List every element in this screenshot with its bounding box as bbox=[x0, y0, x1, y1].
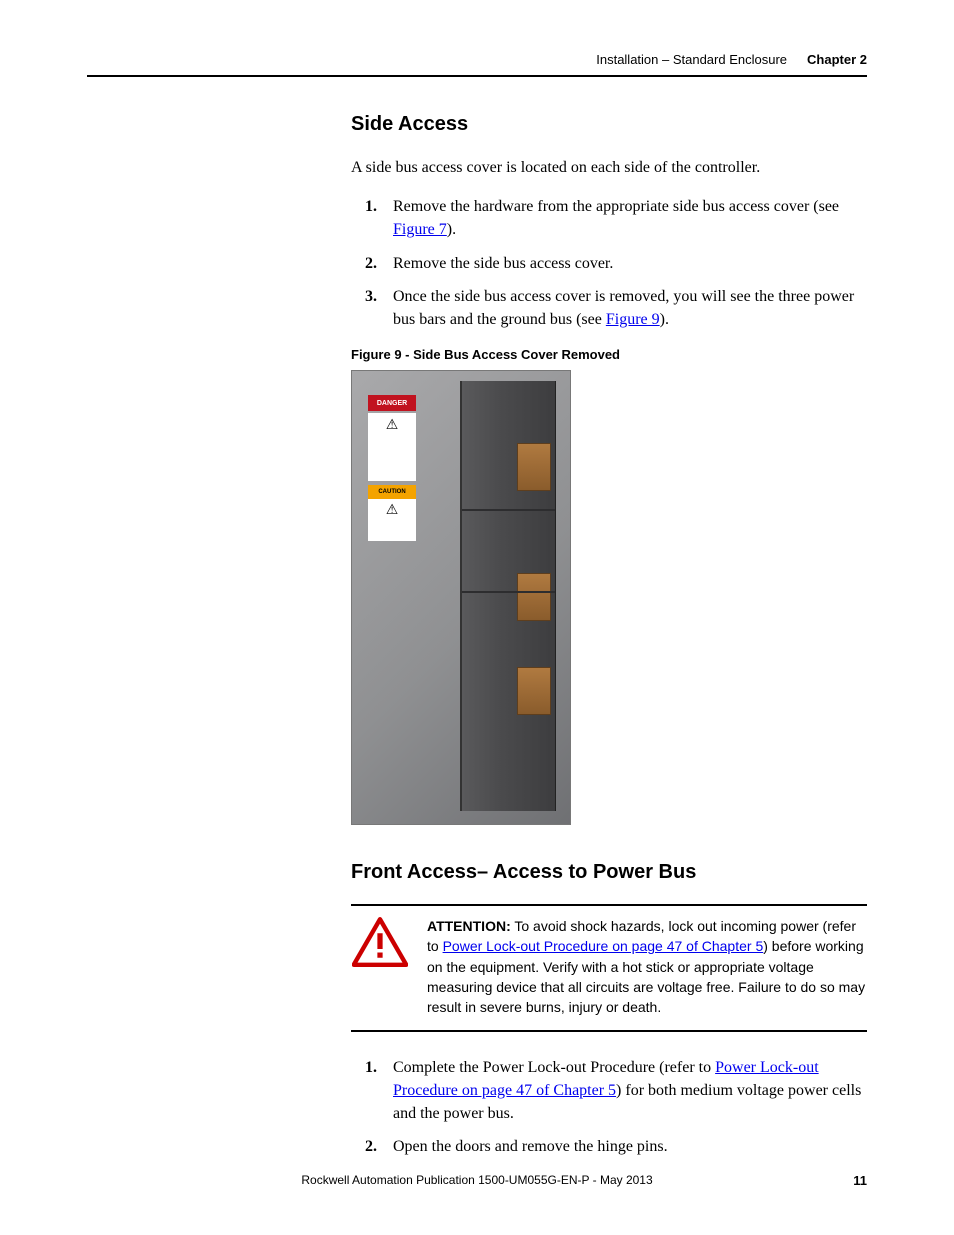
page-number: 11 bbox=[853, 1173, 867, 1188]
header-chapter: Chapter 2 bbox=[807, 52, 867, 67]
power-lockout-link[interactable]: Power Lock-out Procedure on page 47 of C… bbox=[443, 938, 764, 954]
warning-text-placeholder bbox=[368, 437, 416, 481]
figure-9-link[interactable]: Figure 9 bbox=[606, 311, 660, 328]
caution-label: CAUTION bbox=[368, 485, 416, 499]
bus-recess bbox=[460, 381, 556, 811]
page-header: Installation – Standard Enclosure Chapte… bbox=[87, 52, 867, 75]
power-bus-bar bbox=[517, 443, 551, 491]
attention-triangle-icon bbox=[351, 916, 409, 968]
danger-label: DANGER bbox=[368, 395, 416, 411]
warning-triangle-icon: ⚠ bbox=[368, 413, 416, 437]
figure-9-caption: Figure 9 - Side Bus Access Cover Removed bbox=[351, 347, 867, 362]
side-access-heading: Side Access bbox=[351, 113, 867, 136]
front-access-heading: Front Access– Access to Power Bus bbox=[351, 861, 867, 884]
page-footer: Rockwell Automation Publication 1500-UM0… bbox=[87, 1173, 867, 1187]
header-rule bbox=[87, 75, 867, 77]
front-access-steps: Complete the Power Lock-out Procedure (r… bbox=[351, 1056, 867, 1159]
list-item: Complete the Power Lock-out Procedure (r… bbox=[351, 1056, 867, 1126]
attention-label: ATTENTION: bbox=[427, 918, 511, 934]
step-text: Open the doors and remove the hinge pins… bbox=[393, 1138, 668, 1155]
step-text: Complete the Power Lock-out Procedure (r… bbox=[393, 1059, 715, 1076]
attention-text: ATTENTION: To avoid shock hazards, lock … bbox=[427, 916, 867, 1017]
list-item: Open the doors and remove the hinge pins… bbox=[351, 1135, 867, 1158]
list-item: Remove the side bus access cover. bbox=[351, 252, 867, 275]
step-text: ). bbox=[660, 311, 669, 328]
figure-7-link[interactable]: Figure 7 bbox=[393, 221, 447, 238]
header-section: Installation – Standard Enclosure bbox=[596, 52, 787, 67]
figure-9-image: DANGER ⚠ CAUTION ⚠ bbox=[351, 370, 571, 825]
side-access-intro: A side bus access cover is located on ea… bbox=[351, 156, 867, 179]
caution-text-placeholder bbox=[368, 521, 416, 541]
panel-divider bbox=[462, 591, 555, 593]
caution-triangle-icon: ⚠ bbox=[368, 499, 416, 521]
power-bus-bar bbox=[517, 573, 551, 621]
side-access-steps: Remove the hardware from the appropriate… bbox=[351, 195, 867, 331]
panel-divider bbox=[462, 509, 555, 511]
list-item: Once the side bus access cover is remove… bbox=[351, 285, 867, 331]
step-text: ). bbox=[447, 221, 456, 238]
step-text: Remove the side bus access cover. bbox=[393, 255, 613, 272]
publication-info: Rockwell Automation Publication 1500-UM0… bbox=[301, 1173, 652, 1187]
attention-box: ATTENTION: To avoid shock hazards, lock … bbox=[351, 904, 867, 1031]
power-bus-bar bbox=[517, 667, 551, 715]
step-text: Remove the hardware from the appropriate… bbox=[393, 198, 839, 215]
list-item: Remove the hardware from the appropriate… bbox=[351, 195, 867, 241]
